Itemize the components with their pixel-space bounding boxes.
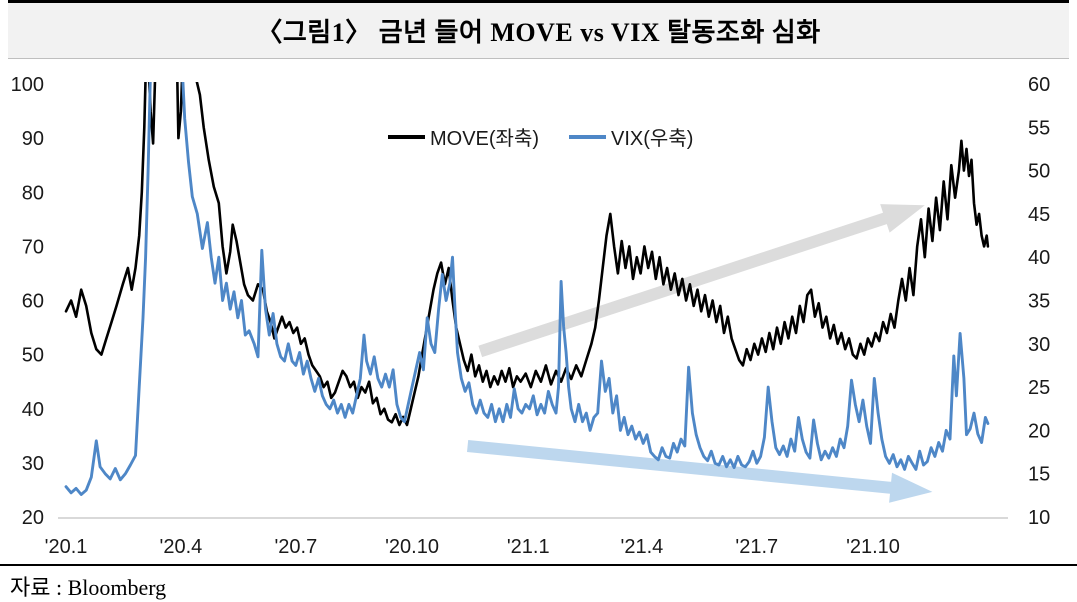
y-left-tick-label: 40 <box>22 399 44 421</box>
x-tick-label: '20.10 <box>385 536 439 558</box>
figure-title-banner: 〈그림1〉 금년 들어 MOVE vs VIX 탈동조화 심화 <box>8 0 1069 59</box>
y-left-tick-label: 20 <box>22 507 44 529</box>
y-right-tick-label: 25 <box>1028 377 1050 399</box>
source-row: 자료 : Bloomberg <box>0 564 1077 602</box>
move-series-line <box>64 82 990 427</box>
move-trend-up-arrow <box>478 204 925 358</box>
y-left-tick-label: 50 <box>22 345 44 367</box>
x-tick-label: '20.4 <box>160 536 203 558</box>
chart-legend: MOVE(좌축) VIX(우축) <box>388 122 693 151</box>
y-right-tick-label: 60 <box>1028 74 1050 96</box>
y-right-tick-label: 45 <box>1028 204 1050 226</box>
legend-item-move: MOVE(좌축) <box>388 122 539 151</box>
x-tick-label: '20.1 <box>45 536 88 558</box>
legend-label-vix: VIX(우축) <box>611 128 694 150</box>
y-left-tick-label: 60 <box>22 291 44 313</box>
y-right-tick-label: 55 <box>1028 117 1050 139</box>
y-left-tick-label: 100 <box>11 74 44 96</box>
source-text: 자료 : Bloomberg <box>10 575 167 600</box>
y-left-tick-label: 80 <box>22 182 44 204</box>
x-tick-label: '21.4 <box>621 536 664 558</box>
figure-title: 〈그림1〉 금년 들어 MOVE vs VIX 탈동조화 심화 <box>256 18 821 47</box>
vix-line-swatch <box>569 134 607 139</box>
x-tick-label: '21.1 <box>507 536 550 558</box>
y-left-tick-label: 90 <box>22 128 44 150</box>
y-right-tick-label: 40 <box>1028 247 1050 269</box>
x-tick-label: '21.7 <box>735 536 778 558</box>
x-tick-label: '20.7 <box>274 536 317 558</box>
legend-label-move: MOVE(좌축) <box>430 128 540 150</box>
vix-series-line <box>64 82 990 496</box>
y-left-tick-label: 70 <box>22 236 44 258</box>
y-right-tick-label: 15 <box>1028 464 1050 486</box>
move-line-swatch <box>388 134 425 139</box>
y-right-tick-label: 50 <box>1028 161 1050 183</box>
y-left-tick-label: 30 <box>22 453 44 475</box>
y-right-tick-label: 30 <box>1028 334 1050 356</box>
x-tick-label: '21.10 <box>846 536 900 558</box>
y-right-tick-label: 35 <box>1028 291 1050 313</box>
y-right-tick-label: 10 <box>1028 507 1050 529</box>
vix-trend-down-arrow <box>467 440 933 503</box>
y-right-tick-label: 20 <box>1028 420 1050 442</box>
legend-item-vix: VIX(우축) <box>569 122 693 151</box>
